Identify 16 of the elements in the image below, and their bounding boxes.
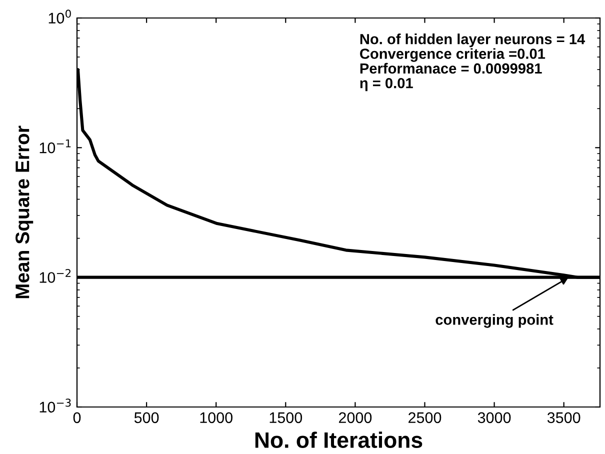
x-axis-title: No. of Iterations xyxy=(255,432,422,448)
y-tick-label: 10$^{0}$ xyxy=(48,10,71,24)
x-tick-label: 1000 xyxy=(200,412,232,424)
x-tick-label: 0 xyxy=(73,412,81,424)
annotation: converging point xyxy=(436,314,554,328)
x-tick-label: 3500 xyxy=(547,412,580,424)
y-axis-title: Mean Square Error xyxy=(16,126,34,298)
annotation: No. of hidden layer neurons = 14 Convergence criteria =0.01 Performanace = 0.0099981 η = 0.01 xyxy=(360,34,586,92)
x-tick-label: 2500 xyxy=(408,412,442,424)
y-tick-label: 10$^{−1}$ xyxy=(40,139,71,154)
x-tick-label: 3000 xyxy=(478,412,511,424)
x-tick-label: 1500 xyxy=(270,412,302,424)
x-tick-label: 500 xyxy=(134,412,159,424)
y-tick-label: 10$^{−3}$ xyxy=(40,398,71,413)
y-tick-label: 10$^{−2}$ xyxy=(40,268,71,283)
x-tick-label: 2000 xyxy=(338,412,372,424)
